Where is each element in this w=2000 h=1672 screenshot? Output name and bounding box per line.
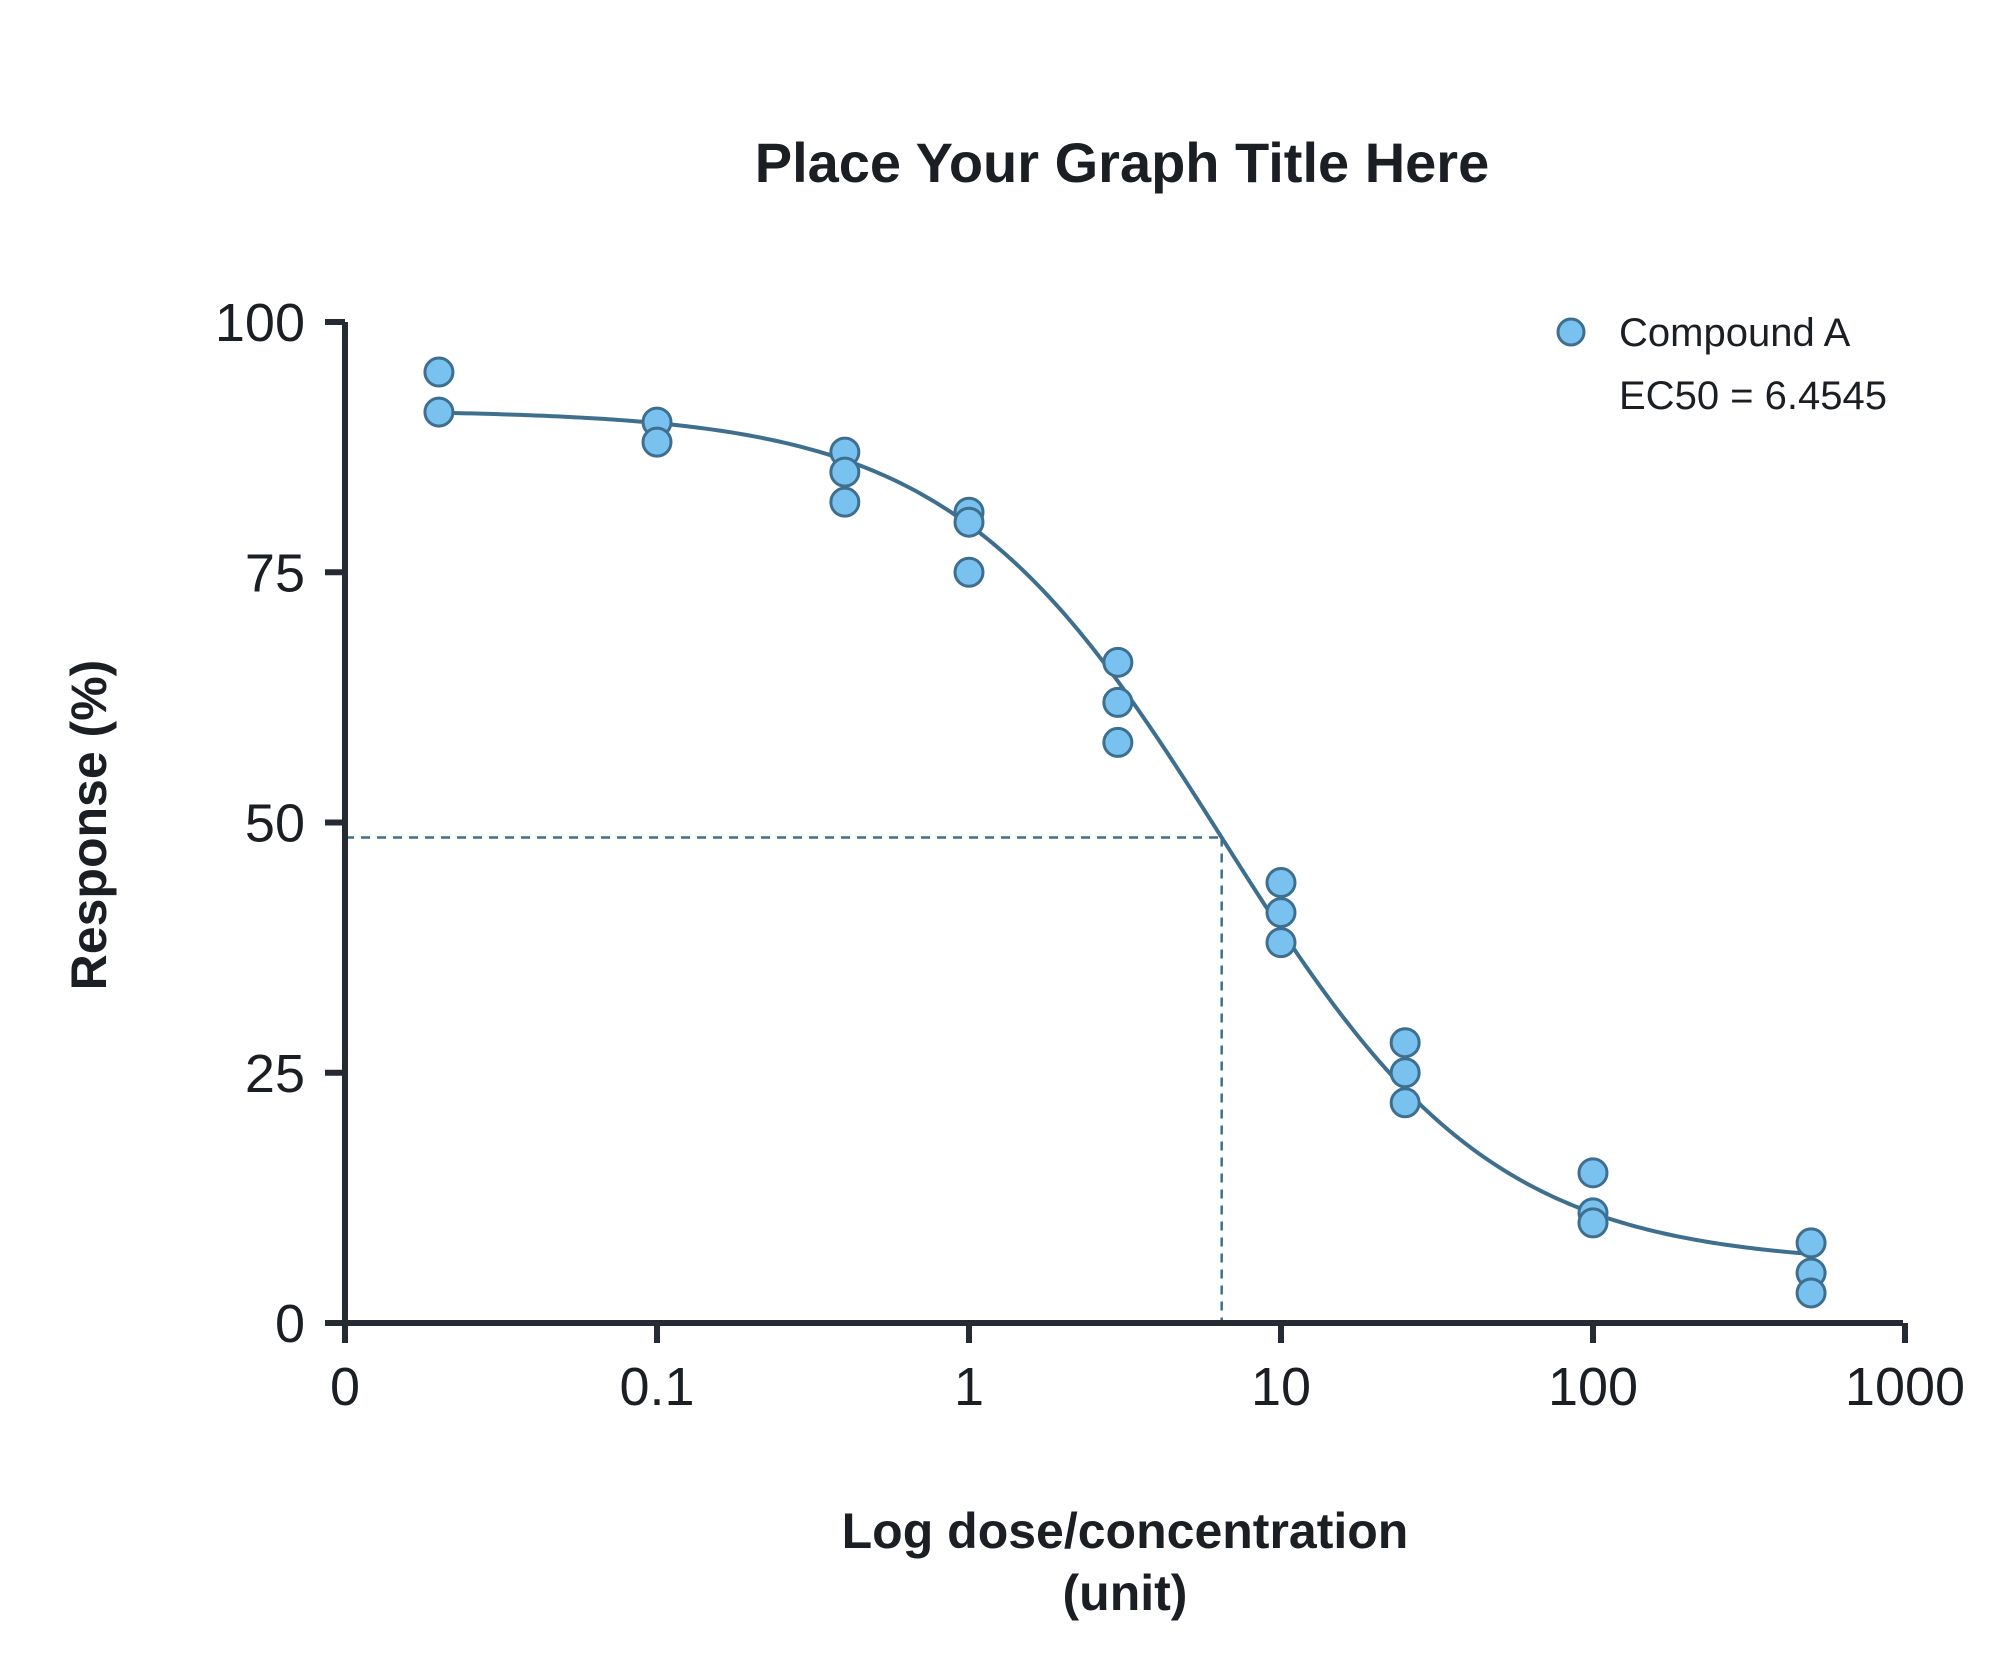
data-point-5 — [829, 456, 861, 488]
y-tick-label-75: 75 — [245, 543, 305, 603]
y-axis-title: Response (%) — [61, 660, 117, 991]
x-axis-ticks: 0 0.1 1 10 100 1000 — [330, 1323, 1965, 1417]
data-point-24 — [1795, 1277, 1827, 1309]
fit-curve-layer — [438, 410, 1812, 1257]
data-point-12 — [1102, 726, 1134, 758]
y-tick-label-50: 50 — [245, 794, 305, 854]
data-point-22 — [1795, 1227, 1827, 1259]
ec50-reference-lines — [345, 836, 1223, 1323]
y-tick-label-0: 0 — [275, 1294, 305, 1354]
data-point-3 — [641, 426, 673, 458]
legend-marker-compound-a — [1556, 317, 1586, 347]
x-tick-label-1000: 1000 — [1845, 1357, 1965, 1417]
axes — [342, 322, 1903, 1326]
data-point-13 — [1265, 867, 1297, 899]
legend-ec50-annotation: EC50 = 6.4545 — [1619, 374, 1887, 418]
data-point-10 — [1102, 646, 1134, 678]
fit-curve-compound-a — [438, 410, 1812, 1257]
data-point-18 — [1389, 1087, 1421, 1119]
y-tick-label-25: 25 — [245, 1044, 305, 1104]
legend: Compound A EC50 = 6.4545 — [1556, 311, 1887, 418]
x-tick-label-0: 0 — [330, 1357, 360, 1417]
data-point-16 — [1389, 1027, 1421, 1059]
data-point-9 — [953, 556, 985, 588]
x-tick-label-0.1: 0.1 — [619, 1357, 694, 1417]
data-points — [423, 356, 1827, 1309]
data-point-21 — [1577, 1207, 1609, 1239]
data-point-6 — [829, 486, 861, 518]
legend-series-name: Compound A — [1619, 311, 1851, 355]
y-axis-ticks: 0 25 50 75 100 — [215, 293, 345, 1354]
data-point-11 — [1102, 686, 1134, 718]
data-point-15 — [1265, 927, 1297, 959]
chart-title: Place Your Graph Title Here — [755, 131, 1490, 194]
data-point-1 — [423, 396, 455, 428]
data-point-14 — [1265, 897, 1297, 929]
data-point-19 — [1577, 1157, 1609, 1189]
x-tick-label-10: 10 — [1251, 1357, 1311, 1417]
data-point-8 — [953, 506, 985, 538]
y-tick-label-100: 100 — [215, 293, 305, 353]
x-tick-label-100: 100 — [1548, 1357, 1638, 1417]
x-tick-label-1: 1 — [954, 1357, 984, 1417]
x-axis-title-line-2: (unit) — [1063, 1565, 1188, 1621]
data-point-0 — [423, 356, 455, 388]
data-point-17 — [1389, 1057, 1421, 1089]
x-axis-title-line-1: Log dose/concentration — [842, 1503, 1409, 1559]
